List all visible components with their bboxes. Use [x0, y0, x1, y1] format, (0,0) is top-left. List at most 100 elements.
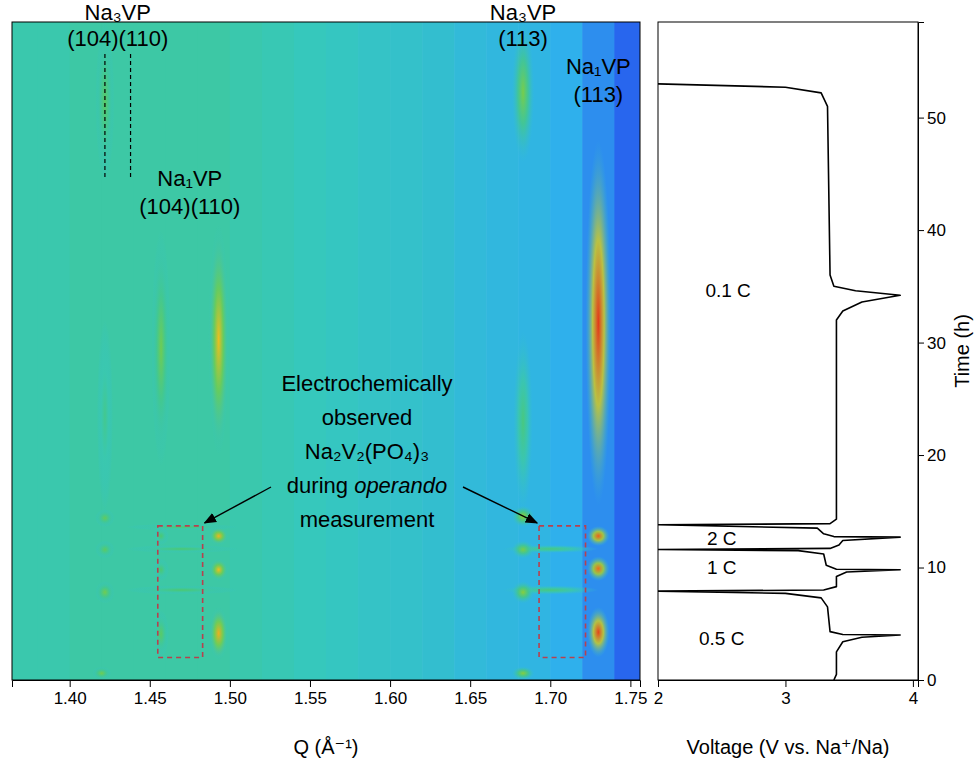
y-tick-mark [918, 455, 924, 456]
x-tick: 1.50 [214, 680, 247, 708]
peak-guide [104, 54, 105, 178]
diffraction-spot [586, 140, 612, 506]
x-tick: 1.45 [134, 680, 167, 708]
hkl-index: (113) [573, 82, 623, 107]
y-tick: 40 [918, 221, 946, 240]
x-tick: 1.65 [454, 680, 487, 708]
rate-label: 1 C [707, 557, 737, 578]
peak-label: Na₃VP(104)(110) [67, 0, 168, 51]
x-tick-mark [390, 680, 391, 687]
y-tick-mark [918, 680, 924, 681]
x-tick-mark [550, 680, 551, 687]
diffraction-spot [208, 224, 229, 455]
y-tick-label: 30 [927, 334, 946, 353]
x-tick: 1.75 [614, 680, 647, 708]
diffraction-spot [153, 559, 169, 581]
peak-phase: Na₁VP [157, 166, 222, 191]
hkl-index: (104) [67, 26, 118, 51]
y-tick-label: 20 [927, 446, 946, 465]
highlight-box [539, 526, 585, 658]
x-tick-mark [70, 680, 71, 687]
line-plot [658, 84, 900, 680]
x-tick-label: 1.50 [214, 689, 247, 708]
peak-label: Na₁VP (104)(110) [139, 166, 240, 219]
background-cell [614, 22, 640, 680]
background-cell [454, 22, 487, 680]
x-axis: 1.401.451.501.551.601.651.701.75 [13, 680, 648, 708]
heatmap-plot [12, 22, 640, 680]
peak-phase: Na₃VP [490, 0, 556, 25]
x-tick-label: 3 [781, 689, 790, 708]
y-axis: 0 10 20 30 40 50 [918, 23, 946, 690]
diffraction-spot [95, 581, 114, 603]
y-tick: 30 [918, 334, 946, 353]
background-cell [166, 22, 199, 680]
diffraction-spot [587, 556, 609, 581]
y-axis-line [919, 23, 925, 681]
x-tick: 2 [654, 680, 663, 708]
diffraction-spot [95, 509, 114, 527]
y-tick: 10 [918, 558, 946, 577]
y-axis-title: Time (h) [951, 314, 973, 388]
x-axis-line [659, 681, 919, 688]
background-cell [262, 22, 295, 680]
x-axis-line [13, 681, 641, 688]
x-axis: 2 3 4 [654, 680, 919, 708]
x-axis-title: Voltage (V vs. Na⁺/Na) [687, 736, 890, 758]
hkl-index: (110) [119, 26, 169, 51]
figure: 1.401.451.501.551.601.651.701.75Q (Å⁻¹)E… [0, 0, 978, 771]
peak-hkl: (104)(110) [139, 194, 240, 219]
x-tick: 1.55 [294, 680, 327, 708]
annotation-line: measurement [300, 507, 435, 532]
x-tick-label: 1.45 [134, 689, 167, 708]
hkl-index: (110) [191, 194, 241, 219]
x-tick-mark [310, 680, 311, 687]
annotation-arrow [205, 487, 271, 523]
diffraction-spot [512, 541, 534, 559]
y-tick: 0 [918, 671, 936, 690]
peak-guide [130, 54, 131, 178]
x-tick: 1.70 [534, 680, 567, 708]
x-tick-label: 2 [654, 689, 663, 708]
annotation-line: Na₂V₂(PO₄)₃ [305, 439, 429, 464]
diffraction-spot [126, 586, 238, 595]
peak-hkl: (113) [498, 26, 548, 51]
diffraction-spot [209, 559, 228, 581]
annotation-line: observed [322, 405, 413, 430]
y-tick-mark [918, 230, 924, 231]
y-tick: 20 [918, 446, 946, 465]
diffraction-spot [126, 545, 238, 553]
x-tick-mark [150, 680, 151, 687]
background-cell [294, 22, 327, 680]
heatmap-frame [12, 22, 640, 680]
x-tick-label: 1.55 [294, 689, 327, 708]
diffraction-spot [512, 667, 534, 680]
background-cell [38, 22, 71, 680]
diffraction-spot [209, 607, 228, 660]
hkl-index: (104) [139, 194, 190, 219]
x-tick-label: 4 [909, 689, 918, 708]
rate-label: 0.1 C [705, 280, 750, 301]
diffraction-spot [587, 607, 609, 658]
y-tick-mark [918, 568, 924, 569]
diffraction-spot [587, 526, 609, 546]
diffraction-spot [512, 581, 534, 603]
x-tick: 1.40 [54, 680, 87, 708]
diffraction-spot [97, 320, 113, 511]
x-tick-mark [230, 680, 231, 687]
highlight-box [158, 526, 203, 658]
peak-label: Na₁VP(113) [566, 54, 631, 107]
annotation-line: Electrochemically [281, 371, 452, 396]
annotation-line: during operando [287, 473, 447, 498]
hkl-index: (113) [498, 26, 548, 51]
x-tick: 4 [909, 680, 918, 708]
background-cell [358, 22, 391, 680]
diffraction-spot [153, 527, 169, 545]
background-cell [550, 22, 583, 680]
x-tick: 3 [781, 680, 790, 708]
y-tick-mark [918, 343, 924, 344]
chart-root: 1.401.451.501.551.601.651.701.75Q (Å⁻¹)E… [0, 0, 978, 771]
y-tick-label: 10 [927, 558, 946, 577]
y-tick: 50 [918, 109, 946, 128]
x-tick-mark [658, 680, 659, 687]
